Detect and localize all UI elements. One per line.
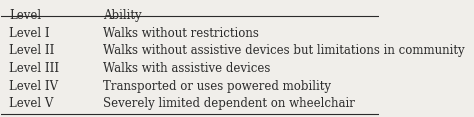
Text: Walks without restrictions: Walks without restrictions (103, 27, 259, 40)
Text: Transported or uses powered mobility: Transported or uses powered mobility (103, 80, 331, 93)
Text: Walks with assistive devices: Walks with assistive devices (103, 62, 271, 75)
Text: Level IV: Level IV (9, 80, 58, 93)
Text: Ability: Ability (103, 9, 142, 22)
Text: Walks without assistive devices but limitations in community: Walks without assistive devices but limi… (103, 44, 465, 57)
Text: Level II: Level II (9, 44, 55, 57)
Text: Level I: Level I (9, 27, 50, 40)
Text: Severely limited dependent on wheelchair: Severely limited dependent on wheelchair (103, 97, 355, 110)
Text: Level: Level (9, 9, 41, 22)
Text: Level III: Level III (9, 62, 59, 75)
Text: Level V: Level V (9, 97, 53, 110)
